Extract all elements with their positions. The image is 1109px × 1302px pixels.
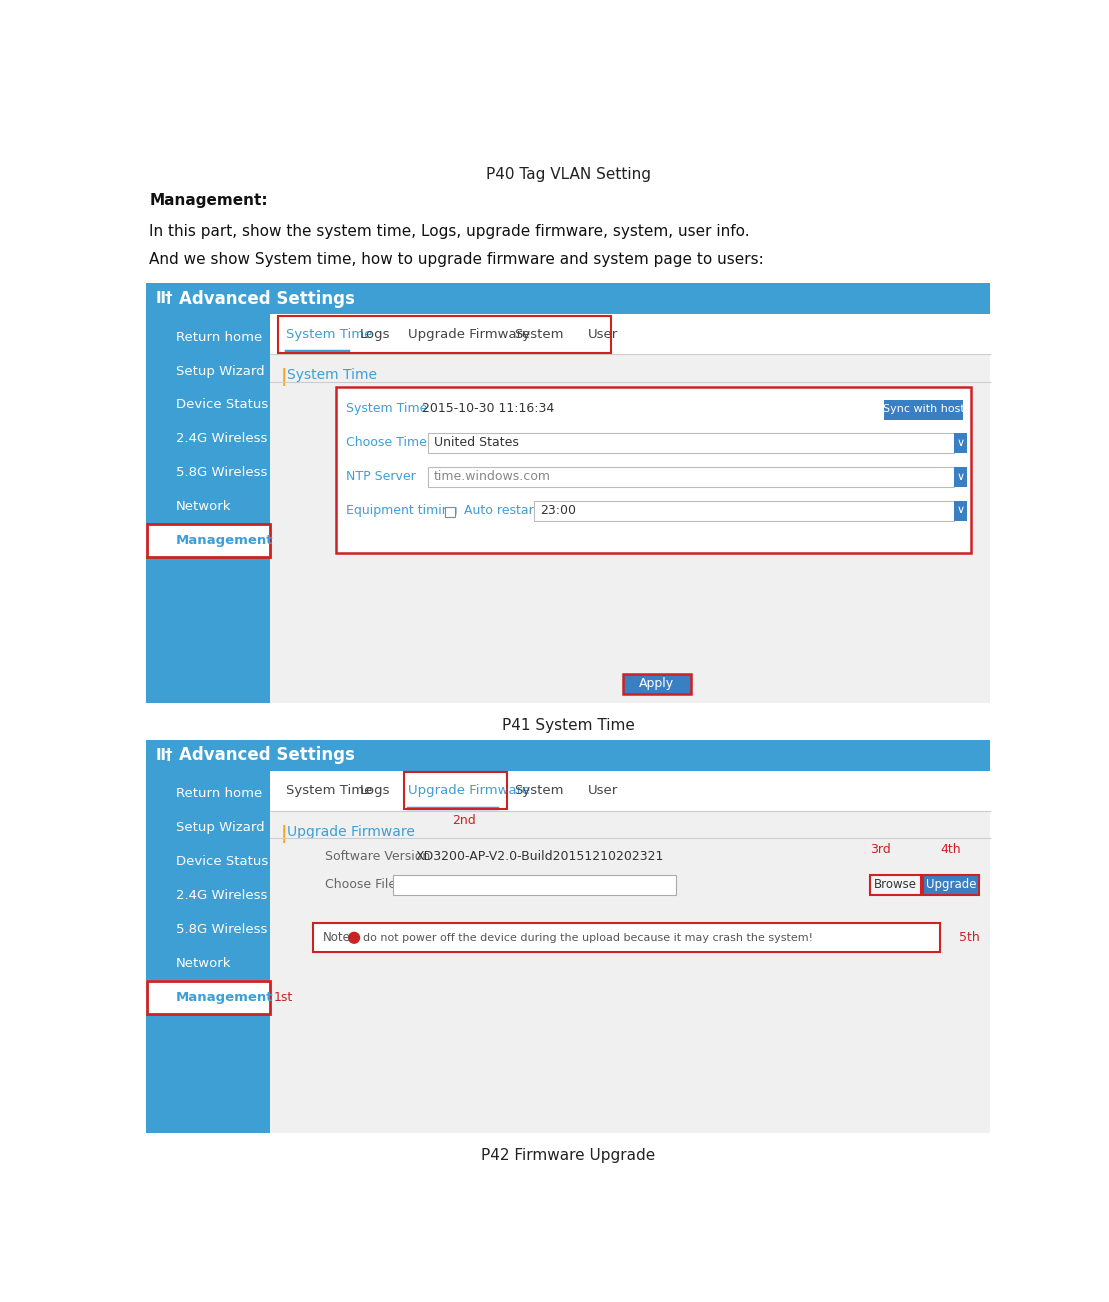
Text: Advanced Settings: Advanced Settings <box>179 289 355 307</box>
Text: Software Version: Software Version <box>325 850 430 863</box>
FancyBboxPatch shape <box>271 771 990 1133</box>
Text: Sync with host: Sync with host <box>883 404 965 414</box>
Text: Note: Note <box>323 931 350 944</box>
Text: 2.4G Wireless: 2.4G Wireless <box>176 432 267 445</box>
Text: Choose Time Zone: Choose Time Zone <box>346 436 462 449</box>
Text: Return home: Return home <box>176 331 262 344</box>
Text: Auto restart: Auto restart <box>465 504 539 517</box>
Text: Equipment timing: Equipment timing <box>346 504 457 517</box>
FancyBboxPatch shape <box>954 501 967 521</box>
Text: time.windows.com: time.windows.com <box>434 470 551 483</box>
Text: In this part, show the system time, Logs, upgrade firmware, system, user info.: In this part, show the system time, Logs… <box>150 224 750 240</box>
FancyBboxPatch shape <box>954 434 967 453</box>
FancyBboxPatch shape <box>146 284 990 314</box>
FancyBboxPatch shape <box>313 923 940 953</box>
Text: System Time: System Time <box>346 402 427 415</box>
Text: Choose File: Choose File <box>325 878 396 891</box>
Text: 1st: 1st <box>274 991 293 1004</box>
FancyBboxPatch shape <box>871 875 920 896</box>
FancyBboxPatch shape <box>533 501 954 521</box>
Text: ∨: ∨ <box>957 471 965 482</box>
Text: |: | <box>282 368 287 385</box>
Text: Network: Network <box>176 500 232 513</box>
FancyBboxPatch shape <box>336 387 971 553</box>
FancyBboxPatch shape <box>146 523 271 557</box>
FancyBboxPatch shape <box>146 771 990 1133</box>
Text: Upgrade: Upgrade <box>926 878 976 891</box>
Text: Setup Wizard: Setup Wizard <box>176 365 264 378</box>
Text: Apply: Apply <box>639 677 674 690</box>
Text: ∨: ∨ <box>957 505 965 516</box>
Text: 3rd: 3rd <box>871 842 891 855</box>
FancyBboxPatch shape <box>146 980 271 1014</box>
Text: Device Status: Device Status <box>176 855 268 868</box>
Text: User: User <box>588 328 619 341</box>
FancyBboxPatch shape <box>622 673 691 694</box>
Text: Management:: Management: <box>150 193 268 208</box>
Text: 4th: 4th <box>940 842 960 855</box>
FancyBboxPatch shape <box>445 506 455 517</box>
FancyBboxPatch shape <box>271 314 990 354</box>
Text: 5.8G Wireless: 5.8G Wireless <box>176 466 267 479</box>
Text: System: System <box>515 328 564 341</box>
Text: P41 System Time: P41 System Time <box>502 719 634 733</box>
Text: System: System <box>515 784 564 797</box>
FancyBboxPatch shape <box>146 314 990 703</box>
Text: Advanced Settings: Advanced Settings <box>179 746 355 764</box>
Text: ∨: ∨ <box>957 437 965 448</box>
Text: P40 Tag VLAN Setting: P40 Tag VLAN Setting <box>486 167 651 182</box>
Text: User: User <box>588 784 619 797</box>
Text: Upgrade Firmware: Upgrade Firmware <box>408 328 530 341</box>
Text: Logs: Logs <box>359 328 390 341</box>
FancyBboxPatch shape <box>146 314 271 703</box>
FancyBboxPatch shape <box>271 314 990 703</box>
FancyBboxPatch shape <box>271 771 990 811</box>
FancyBboxPatch shape <box>393 875 675 896</box>
FancyBboxPatch shape <box>428 467 954 487</box>
Text: And we show System time, how to upgrade firmware and system page to users:: And we show System time, how to upgrade … <box>150 253 764 267</box>
Text: Management: Management <box>176 534 273 547</box>
FancyBboxPatch shape <box>146 771 271 1133</box>
Text: Ⅱ†: Ⅱ† <box>155 292 173 306</box>
Text: Ⅱ†: Ⅱ† <box>155 747 173 763</box>
Text: Setup Wizard: Setup Wizard <box>176 822 264 835</box>
Circle shape <box>348 932 359 943</box>
Text: 2.4G Wireless: 2.4G Wireless <box>176 889 267 902</box>
Text: P42 Firmware Upgrade: P42 Firmware Upgrade <box>481 1148 655 1163</box>
Text: 5th: 5th <box>959 931 980 944</box>
Text: Return home: Return home <box>176 788 262 801</box>
FancyBboxPatch shape <box>428 434 954 453</box>
Text: 2015-10-30 11:16:34: 2015-10-30 11:16:34 <box>421 402 553 415</box>
Text: |: | <box>282 824 287 842</box>
Text: United States: United States <box>434 436 519 449</box>
Text: System Time: System Time <box>286 328 373 341</box>
FancyBboxPatch shape <box>954 467 967 487</box>
Text: NTP Server: NTP Server <box>346 470 415 483</box>
Text: Management: Management <box>176 991 273 1004</box>
Text: Logs: Logs <box>359 784 390 797</box>
Text: 5.8G Wireless: 5.8G Wireless <box>176 923 267 936</box>
FancyBboxPatch shape <box>146 740 990 771</box>
FancyBboxPatch shape <box>884 400 964 419</box>
Text: Device Status: Device Status <box>176 398 268 411</box>
Text: Upgrade Firmware: Upgrade Firmware <box>287 824 415 838</box>
FancyBboxPatch shape <box>923 875 979 896</box>
Text: System Time: System Time <box>287 368 377 381</box>
Text: System Time: System Time <box>286 784 373 797</box>
Text: Upgrade Firmware: Upgrade Firmware <box>408 784 530 797</box>
Text: XD3200-AP-V2.0-Build20151210202321: XD3200-AP-V2.0-Build20151210202321 <box>416 850 664 863</box>
Text: Network: Network <box>176 957 232 970</box>
Text: Browse: Browse <box>874 878 916 891</box>
Text: 2nd: 2nd <box>452 814 476 827</box>
Text: do not power off the device during the upload because it may crash the system!: do not power off the device during the u… <box>364 932 813 943</box>
Text: 23:00: 23:00 <box>540 504 576 517</box>
